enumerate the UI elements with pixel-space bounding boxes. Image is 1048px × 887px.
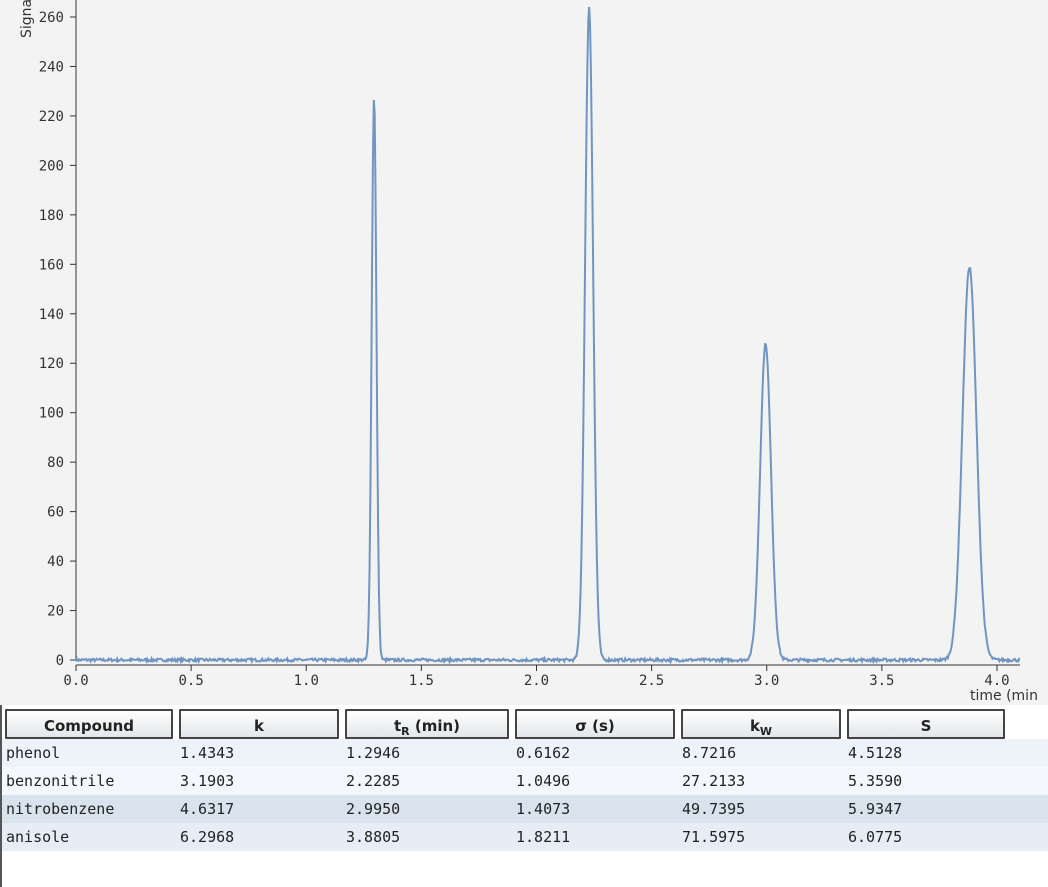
y-tick-label: 140 [39, 307, 64, 323]
kw-symbol: k [749, 717, 760, 735]
x-tick-label: 0.0 [63, 673, 88, 689]
x-axis-title: time (min [970, 688, 1038, 704]
y-tick-label: 60 [47, 505, 64, 521]
cell-spacer [1008, 739, 1048, 767]
cell-kw: 27.2133 [678, 767, 844, 795]
cell-compound: nitrobenzene [2, 795, 176, 823]
cell-sigma: 1.0496 [512, 767, 678, 795]
cell-spacer [1008, 767, 1048, 795]
y-tick-label: 240 [39, 59, 64, 75]
tr-unit: (min) [409, 717, 461, 735]
x-tick-label: 3.0 [754, 673, 779, 689]
table-row[interactable]: phenol 1.4343 1.2946 0.6162 8.7216 4.512… [2, 739, 1048, 767]
signal-series-line [75, 6, 1021, 665]
cell-sigma: 1.4073 [512, 795, 678, 823]
cell-k: 4.6317 [176, 795, 342, 823]
column-header-k[interactable]: k [176, 705, 342, 739]
cell-kw: 8.7216 [678, 739, 844, 767]
column-header-sigma[interactable]: σ (s) [512, 705, 678, 739]
table-row[interactable]: anisole 6.2968 3.8805 1.8211 71.5975 6.0… [2, 823, 1048, 851]
cell-s: 6.0775 [844, 823, 1008, 851]
results-table: Compound k tR (min) σ (s) kW S phenol 1.… [2, 705, 1048, 851]
cell-s: 5.9347 [844, 795, 1008, 823]
y-tick-label: 20 [47, 604, 64, 620]
x-axis: 0.0 0.5 1.0 1.5 2.0 2.5 3.0 3.5 4.0 [63, 664, 1020, 689]
y-tick-label: 40 [47, 554, 64, 570]
y-tick-label: 180 [39, 208, 64, 224]
cell-s: 5.3590 [844, 767, 1008, 795]
cell-compound: anisole [2, 823, 176, 851]
x-tick-label: 1.5 [409, 673, 434, 689]
cell-compound: phenol [2, 739, 176, 767]
column-header-compound[interactable]: Compound [2, 705, 176, 739]
tr-symbol: t [393, 717, 402, 735]
chromatogram-chart: 0 20 40 60 80 100 120 140 160 180 200 220 240 260 0.0… [19, 0, 1038, 704]
cell-tr: 2.2285 [342, 767, 512, 795]
y-axis-title: Signal [19, 0, 35, 38]
cell-kw: 71.5975 [678, 823, 844, 851]
cell-k: 1.4343 [176, 739, 342, 767]
cell-spacer [1008, 823, 1048, 851]
y-tick-label: 200 [39, 158, 64, 174]
x-tick-label: 2.0 [524, 673, 549, 689]
cell-k: 3.1903 [176, 767, 342, 795]
table-row[interactable]: benzonitrile 3.1903 2.2285 1.0496 27.213… [2, 767, 1048, 795]
x-tick-label: 3.5 [869, 673, 894, 689]
column-header-tr[interactable]: tR (min) [342, 705, 512, 739]
cell-tr: 1.2946 [342, 739, 512, 767]
cell-compound: benzonitrile [2, 767, 176, 795]
table-row[interactable]: nitrobenzene 4.6317 2.9950 1.4073 49.739… [2, 795, 1048, 823]
y-tick-label: 0 [56, 653, 64, 669]
cell-sigma: 1.8211 [512, 823, 678, 851]
y-tick-label: 120 [39, 356, 64, 372]
y-tick-label: 160 [39, 257, 64, 273]
column-header-s[interactable]: S [844, 705, 1008, 739]
cell-spacer [1008, 795, 1048, 823]
tr-subscript: R [401, 725, 410, 738]
y-tick-label: 260 [39, 10, 64, 26]
kw-subscript: W [759, 725, 773, 738]
cell-kw: 49.7395 [678, 795, 844, 823]
cell-sigma: 0.6162 [512, 739, 678, 767]
y-axis: 0 20 40 60 80 100 120 140 160 180 200 220 240 260 [39, 0, 77, 669]
column-header-spacer [1008, 705, 1048, 739]
cell-tr: 3.8805 [342, 823, 512, 851]
table-header-row: Compound k tR (min) σ (s) kW S [2, 705, 1048, 739]
cell-k: 6.2968 [176, 823, 342, 851]
y-tick-label: 100 [39, 406, 64, 422]
y-tick-label: 220 [39, 109, 64, 125]
cell-s: 4.5128 [844, 739, 1008, 767]
chromatogram-svg: 0 20 40 60 80 100 120 140 160 180 200 220 240 260 0.0… [19, 0, 1038, 704]
column-header-kw[interactable]: kW [678, 705, 844, 739]
results-table-panel: Compound k tR (min) σ (s) kW S phenol 1.… [0, 705, 1048, 887]
x-tick-label: 2.5 [639, 673, 664, 689]
cell-tr: 2.9950 [342, 795, 512, 823]
x-tick-label: 4.0 [984, 673, 1009, 689]
y-tick-label: 80 [47, 455, 64, 471]
x-tick-label: 0.5 [178, 673, 203, 689]
x-tick-label: 1.0 [294, 673, 319, 689]
